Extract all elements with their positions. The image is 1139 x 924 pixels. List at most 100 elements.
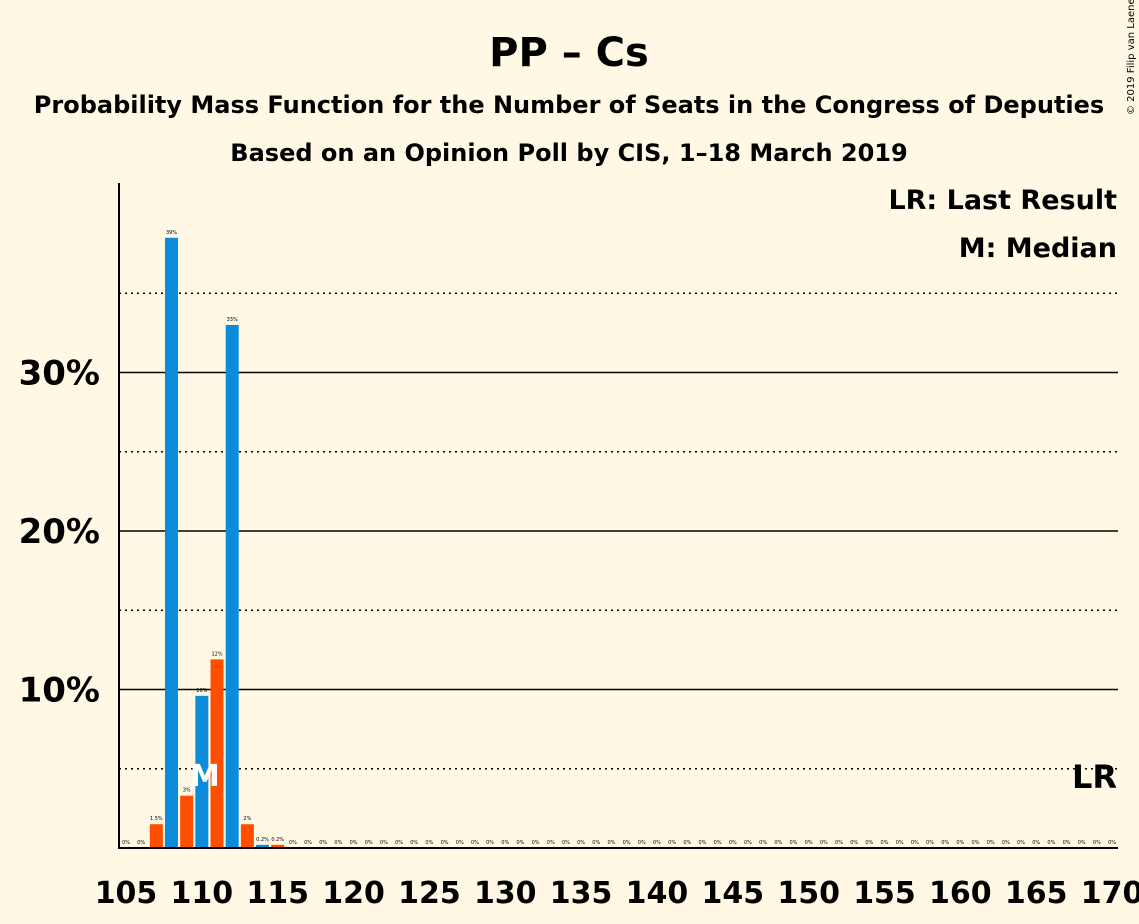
bar-value-label: 0% <box>774 840 782 846</box>
bar-seat-108 <box>165 237 179 848</box>
bar-value-label: 0% <box>577 840 585 846</box>
bar-value-label: 0% <box>425 840 433 846</box>
x-tick-label: 125 <box>398 876 461 911</box>
bar-value-label: 0% <box>1002 840 1010 846</box>
bar-value-label: 0% <box>289 840 297 846</box>
bar-value-label: 0% <box>790 840 798 846</box>
bar-value-label: 0% <box>607 840 615 846</box>
bar-value-label: 0% <box>562 840 570 846</box>
x-tick-label: 155 <box>853 876 916 911</box>
bar-value-label: 0% <box>729 840 737 846</box>
bar-value-label: 0% <box>501 840 509 846</box>
x-tick-label: 145 <box>701 876 764 911</box>
bar-value-label: 0% <box>850 840 858 846</box>
bar-labels-group: 0% 0% 1.5% 39% 3% 10% 12% 33% 2% 0.2% 0.2% 0% 0% 0% 0%… <box>122 230 1116 846</box>
legend-median: M: Median <box>959 233 1117 264</box>
bar-seat-113 <box>240 824 254 848</box>
copyright-text: © 2019 Filip van Laenen <box>1126 0 1137 115</box>
legend-last-result: LR: Last Result <box>888 185 1117 216</box>
x-tick-label: 130 <box>474 876 537 911</box>
bar-value-label: 0% <box>1078 840 1086 846</box>
bar-seat-109 <box>180 795 194 848</box>
bar-seat-114 <box>256 844 270 848</box>
bar-seat-111 <box>210 659 224 848</box>
bar-value-label: 0% <box>956 840 964 846</box>
bar-value-label: 0% <box>638 840 646 846</box>
bar-value-label: 0% <box>441 840 449 846</box>
bar-value-label: 0% <box>653 840 661 846</box>
bar-value-label: 3% <box>183 788 191 794</box>
bar-value-label: 0% <box>744 840 752 846</box>
bar-value-label: 0% <box>1063 840 1071 846</box>
chart-subtitle-poll: Based on an Opinion Poll by CIS, 1–18 Ma… <box>230 139 907 167</box>
bar-value-label: 0% <box>941 840 949 846</box>
bar-value-label: 0% <box>865 840 873 846</box>
y-axis-ticks: 10% 20% 30% <box>19 354 100 711</box>
x-tick-label: 150 <box>777 876 840 911</box>
x-tick-label: 115 <box>246 876 309 911</box>
y-tick-label: 10% <box>19 671 100 711</box>
x-tick-label: 165 <box>1005 876 1068 911</box>
bar-value-label: 0% <box>1093 840 1101 846</box>
bar-value-label: 0% <box>698 840 706 846</box>
chart-subtitle: Probability Mass Function for the Number… <box>34 91 1104 119</box>
bar-value-label: 0% <box>835 840 843 846</box>
bar-value-label: 0% <box>334 840 342 846</box>
x-tick-label: 120 <box>322 876 385 911</box>
bar-value-label: 0.2% <box>271 837 284 843</box>
bar-value-label: 2% <box>243 816 251 822</box>
bar-value-label: 0.2% <box>256 837 269 843</box>
bar-value-label: 0% <box>987 840 995 846</box>
y-tick-label: 20% <box>19 512 100 552</box>
x-tick-label: 105 <box>95 876 158 911</box>
bar-seat-107 <box>149 824 163 848</box>
bar-value-label: 0% <box>486 840 494 846</box>
bar-value-label: 0% <box>456 840 464 846</box>
bar-value-label: 0% <box>365 840 373 846</box>
chart-title: PP – Cs <box>489 30 649 76</box>
bar-value-label: 0% <box>532 840 540 846</box>
bar-value-label: 0% <box>410 840 418 846</box>
bar-seat-110 <box>195 695 209 848</box>
bar-value-label: 10% <box>196 688 207 694</box>
bar-value-label: 0% <box>683 840 691 846</box>
bar-value-label: 0% <box>972 840 980 846</box>
bar-value-label: 33% <box>227 317 238 323</box>
bar-value-label: 0% <box>668 840 676 846</box>
y-tick-label: 30% <box>19 354 100 394</box>
bar-value-label: 0% <box>137 840 145 846</box>
x-axis-ticks: 105 110 115 120 125 130 135 140 145 150 155 160 165 1… <box>95 876 1139 911</box>
bar-value-label: 39% <box>166 230 177 236</box>
bars-group <box>149 237 285 848</box>
bar-value-label: 0% <box>896 840 904 846</box>
bar-seat-115 <box>271 844 285 848</box>
bar-value-label: 0% <box>350 840 358 846</box>
bar-value-label: 0% <box>1032 840 1040 846</box>
bar-value-label: 0% <box>304 840 312 846</box>
bar-value-label: 0% <box>516 840 524 846</box>
grid-lines <box>119 292 1118 770</box>
bar-value-label: 0% <box>1017 840 1025 846</box>
x-tick-label: 170 <box>1081 876 1139 911</box>
bar-value-label: 0% <box>911 840 919 846</box>
bar-seat-112 <box>225 324 239 848</box>
bar-value-label: 0% <box>623 840 631 846</box>
bar-value-label: 0% <box>122 840 130 846</box>
bar-value-label: 0% <box>805 840 813 846</box>
bar-value-label: 0% <box>926 840 934 846</box>
bar-value-label: 0% <box>1108 840 1116 846</box>
bar-value-label: 0% <box>759 840 767 846</box>
bar-value-label: 0% <box>592 840 600 846</box>
bar-value-label: 0% <box>881 840 889 846</box>
bar-value-label: 0% <box>380 840 388 846</box>
bar-value-label: 0% <box>471 840 479 846</box>
bar-value-label: 0% <box>395 840 403 846</box>
x-tick-label: 160 <box>929 876 992 911</box>
last-result-marker: LR <box>1072 758 1117 796</box>
bar-value-label: 0% <box>1047 840 1055 846</box>
median-marker: M <box>190 759 220 794</box>
bar-value-label: 0% <box>319 840 327 846</box>
bar-value-label: 1.5% <box>150 816 163 822</box>
